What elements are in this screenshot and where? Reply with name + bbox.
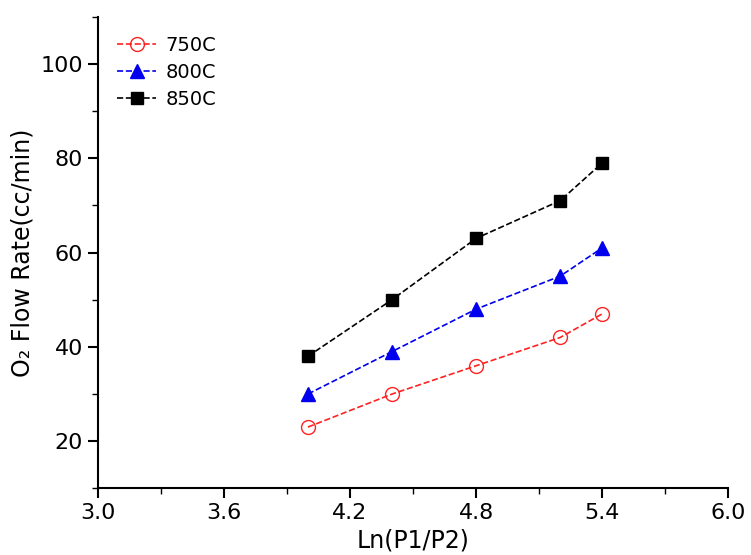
850C [388,296,397,303]
800C [303,391,312,397]
750C [556,334,565,341]
750C [388,391,397,397]
800C [598,244,607,251]
800C [556,273,565,279]
850C [556,197,565,204]
X-axis label: Ln(P1/P2): Ln(P1/P2) [357,528,469,553]
850C [472,235,481,241]
800C [472,306,481,312]
Y-axis label: O₂ Flow Rate(cc/min): O₂ Flow Rate(cc/min) [11,128,35,377]
Line: 750C: 750C [301,307,609,434]
Legend: 750C, 800C, 850C: 750C, 800C, 850C [107,27,226,118]
750C [598,311,607,317]
Line: 850C: 850C [302,157,608,362]
850C [303,353,312,360]
800C [388,349,397,355]
Line: 800C: 800C [301,241,609,401]
750C [303,424,312,431]
850C [598,160,607,166]
750C [472,362,481,369]
